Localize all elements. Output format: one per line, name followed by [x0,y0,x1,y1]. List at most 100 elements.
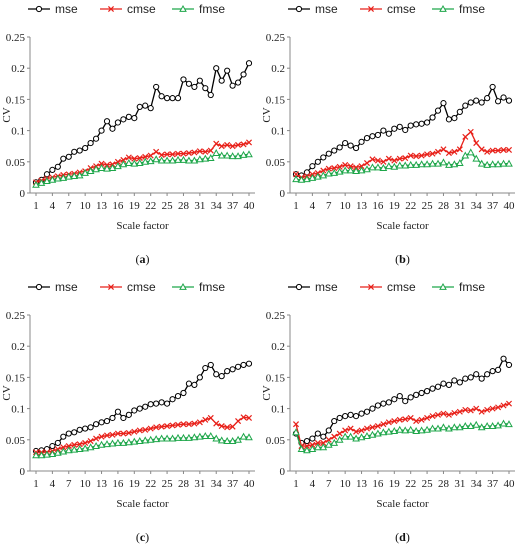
data-point-cmse [385,155,392,162]
data-point-cmse [396,155,403,162]
data-point-cmse [240,141,247,148]
data-point-mse [478,375,485,382]
data-point-fmse [201,432,210,439]
data-point-cmse [418,416,425,423]
data-point-mse [473,97,480,104]
data-point-cmse [500,146,507,153]
x-tick-label: 22 [145,200,156,212]
data-point-mse [391,396,398,403]
data-point-fmse [32,180,40,188]
data-point-mse [314,430,321,437]
data-point-mse [342,412,349,420]
data-point-cmse [93,435,100,442]
data-point-fmse [37,451,46,459]
data-point-mse [331,417,338,425]
data-point-fmse [494,421,502,429]
data-point-fmse [43,177,51,185]
x-tick-label: 16 [372,478,384,490]
data-point-fmse [135,159,144,166]
data-point-mse [218,77,225,84]
data-point-mse [500,94,507,101]
data-point-cmse [451,409,458,416]
data-point-fmse [228,152,237,160]
data-point-fmse [152,155,161,163]
data-point-fmse [157,434,166,442]
data-point-mse [413,391,420,398]
data-point-cmse [71,441,78,448]
data-point-mse [224,368,231,375]
x-tick-label: 19 [129,200,141,212]
legend-entry-fmse: fmse [172,280,225,294]
data-point-cmse [207,414,214,421]
data-point-fmse [395,425,404,433]
data-point-fmse [92,165,100,173]
x-tick-label: 1 [293,200,299,212]
data-point-mse [325,427,332,434]
x-tick-label: 25 [422,478,434,490]
data-point-mse [163,400,171,407]
x-tick-label: 22 [405,478,416,490]
data-point-fmse [439,423,448,431]
data-point-cmse [429,413,436,420]
data-point-cmse [109,431,116,438]
data-point-fmse [379,164,388,171]
data-point-fmse [341,432,350,440]
data-point-mse [489,368,496,375]
data-point-mse [92,421,100,428]
x-tick-label: 22 [405,200,416,212]
data-point-fmse [32,451,40,459]
legend-entry-mse: mse [28,280,78,294]
data-point-cmse [235,141,242,148]
data-point-cmse [424,151,431,158]
x-tick-label: 28 [438,200,450,212]
legend-label: fmse [459,2,485,16]
data-point-cmse [153,148,160,155]
data-point-fmse [103,440,111,448]
data-point-fmse [499,159,508,167]
data-point-mse [396,123,403,130]
x-tick-label: 13 [96,200,108,212]
data-point-mse [451,377,458,384]
data-point-mse [402,398,409,405]
y-axis-title: CV [1,107,13,122]
data-point-mse [245,60,253,67]
data-point-mse [180,389,187,397]
x-tick-label: 34 [471,200,483,212]
data-point-fmse [401,161,410,169]
data-point-mse [54,163,61,170]
data-point-mse [451,115,458,122]
series-line-mse [295,357,510,444]
data-point-fmse [201,154,210,162]
data-point-cmse [136,427,143,434]
data-point-mse [407,122,414,129]
y-tick-label: 0.1 [271,404,285,416]
data-point-fmse [477,159,486,167]
data-point-fmse [319,443,328,451]
data-point-fmse [239,150,248,158]
data-point-mse [82,425,89,432]
data-point-mse [494,366,502,374]
series-line-cmse [36,416,250,453]
data-point-fmse [505,159,513,167]
data-point-mse [49,166,56,174]
data-point-mse [336,414,343,422]
data-point-mse [234,363,242,370]
data-point-fmse [303,446,311,454]
data-point-mse [82,144,89,152]
data-point-fmse [324,440,333,448]
y-tick-label: 0.25 [266,32,286,44]
data-point-mse [125,113,132,120]
data-point-cmse [396,416,403,423]
data-point-cmse [325,165,332,172]
data-point-fmse [374,429,382,437]
data-point-mse [60,433,67,440]
data-point-cmse [374,423,381,430]
data-point-mse [445,116,453,123]
legend-label: fmse [459,280,485,294]
data-point-cmse [347,163,354,170]
data-point-fmse [505,420,513,428]
data-point-fmse [174,433,182,441]
data-point-cmse [484,148,491,155]
data-point-mse [309,163,316,170]
x-tick-label: 10 [80,478,92,490]
